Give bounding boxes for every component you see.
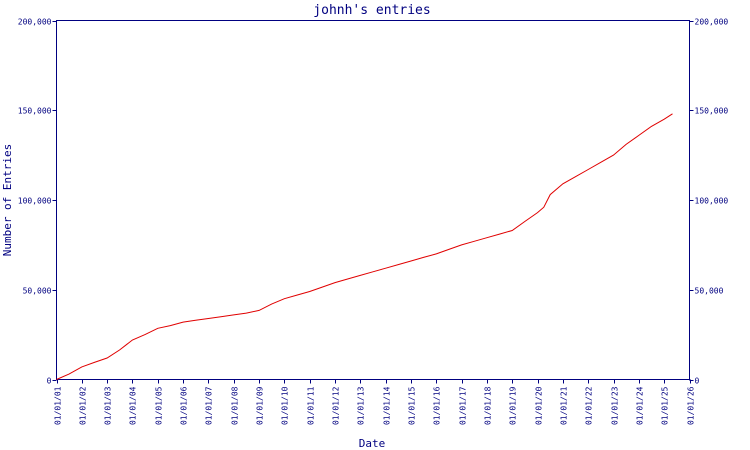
plot-frame xyxy=(56,20,690,380)
x-tick-label-10: 01/01/11 xyxy=(307,386,316,425)
x-tick-label-0: 01/01/01 xyxy=(54,386,63,425)
y-tick-label-left-1: 50,000 xyxy=(23,287,52,296)
y-tick-label-right-4: 200,000 xyxy=(695,18,729,27)
y-tick-label-left-2: 100,000 xyxy=(18,197,52,206)
x-tick-label-12: 01/01/13 xyxy=(357,386,366,425)
x-tick-label-11: 01/01/12 xyxy=(332,386,341,425)
x-tick-label-19: 01/01/20 xyxy=(535,386,544,425)
x-tick-label-15: 01/01/16 xyxy=(433,386,442,425)
x-tick-label-16: 01/01/17 xyxy=(459,386,468,425)
y-tick-label-left-0: 0 xyxy=(47,377,52,386)
y-axis-right: 0 50,000 100,000 150,000 200,000 xyxy=(689,18,729,386)
x-tick-label-4: 01/01/05 xyxy=(155,386,164,425)
x-tick-label-20: 01/01/21 xyxy=(560,386,569,425)
y-tick-label-left-3: 150,000 xyxy=(18,107,52,116)
y-tick-label-right-2: 100,000 xyxy=(695,197,729,206)
y-axis-label: Number of Entries xyxy=(1,144,14,257)
x-axis: 01/01/01 01/01/02 01/01/03 01/01/04 01/01/05… xyxy=(54,379,696,425)
y-tick-label-right-0: 0 xyxy=(695,377,700,386)
x-tick-label-25: 01/01/26 xyxy=(687,386,696,425)
y-tick-label-right-3: 150,000 xyxy=(695,107,729,116)
series-line-0 xyxy=(56,113,673,380)
x-tick-label-6: 01/01/07 xyxy=(205,386,214,425)
x-tick-label-23: 01/01/24 xyxy=(636,386,645,425)
x-tick-label-17: 01/01/18 xyxy=(484,386,493,425)
x-tick-label-22: 01/01/23 xyxy=(611,386,620,425)
x-tick-label-3: 01/01/04 xyxy=(129,386,138,425)
x-tick-label-24: 01/01/25 xyxy=(661,386,670,425)
x-tick-label-14: 01/01/15 xyxy=(408,386,417,425)
x-tick-label-2: 01/01/03 xyxy=(104,386,113,425)
chart-title: johnh's entries xyxy=(313,3,430,18)
series-layer xyxy=(56,113,673,380)
y-tick-label-right-1: 50,000 xyxy=(695,287,724,296)
x-tick-label-18: 01/01/19 xyxy=(509,386,518,425)
x-tick-label-8: 01/01/09 xyxy=(256,386,265,425)
x-tick-label-13: 01/01/14 xyxy=(383,386,392,425)
x-tick-label-21: 01/01/22 xyxy=(585,386,594,425)
x-tick-label-9: 01/01/10 xyxy=(281,386,290,425)
x-tick-label-5: 01/01/06 xyxy=(180,386,189,425)
y-axis-left: 0 50,000 100,000 150,000 200,000 xyxy=(18,18,57,386)
x-tick-label-7: 01/01/08 xyxy=(231,386,240,425)
x-axis-label: Date xyxy=(359,437,386,450)
x-tick-label-1: 01/01/02 xyxy=(79,386,88,425)
y-tick-label-left-4: 200,000 xyxy=(18,18,52,27)
